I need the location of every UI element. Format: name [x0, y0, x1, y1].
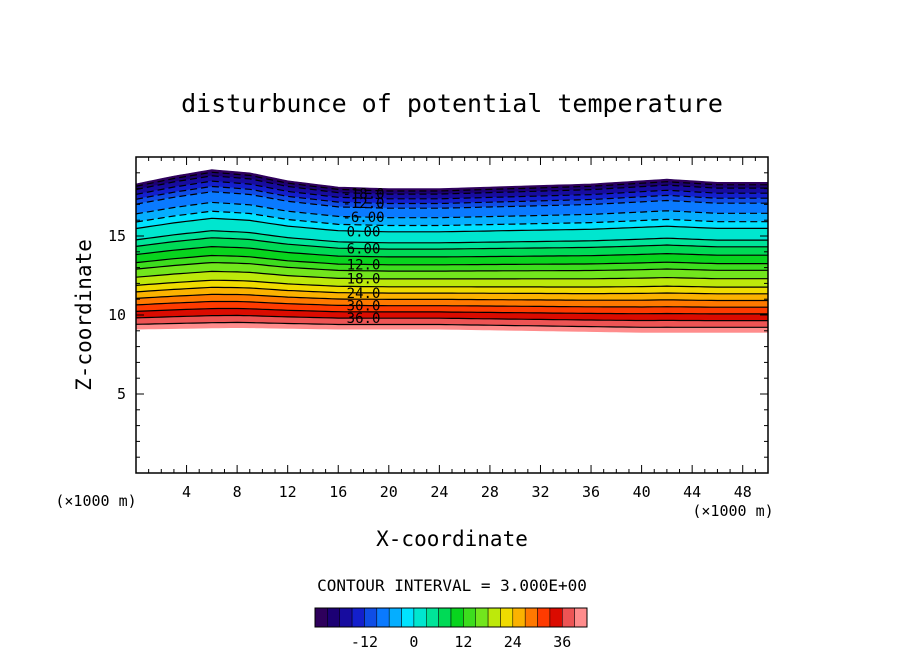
contour-label: 18.0 [347, 272, 381, 288]
colorbar-box [574, 607, 588, 628]
y-tick-label: 15 [108, 227, 126, 245]
colorbar-box [537, 607, 551, 628]
colorbar-box [487, 607, 501, 628]
x-tick-label: 28 [481, 483, 499, 501]
contour-lines [136, 171, 768, 328]
contour-line [136, 230, 768, 244]
colorbar-box [413, 607, 427, 628]
contour-line [136, 300, 768, 308]
colorbar-tick-label: -12 [351, 633, 378, 651]
contour-line [136, 321, 768, 328]
colorbar-box [500, 607, 514, 628]
colorbar-box [463, 607, 476, 628]
colorbar-tick-label: 0 [409, 633, 418, 651]
y-axis-ticks: 5 10 15 [108, 172, 768, 458]
colorbar-tick-label: 36 [553, 633, 571, 651]
x-axis-unit-right: (×1000 m) [692, 502, 773, 520]
colorbar-box [450, 607, 464, 628]
x-axis-ticks: 4 8 12 16 20 24 28 32 36 40 44 48 [148, 157, 756, 501]
contour-line [136, 254, 768, 266]
chart-title: disturbunce of potential temperature [181, 89, 723, 118]
contour-line [136, 171, 768, 192]
contour-label: 6.00 [347, 242, 381, 258]
contour-line [136, 245, 768, 258]
contour-label: -12.0 [342, 196, 384, 212]
x-tick-label: 32 [531, 483, 549, 501]
colorbar-ticks: -12 0 12 24 36 [351, 633, 571, 651]
contour-label: 30.0 [347, 299, 381, 315]
contour-line [136, 201, 768, 219]
x-tick-label: 8 [233, 483, 242, 501]
contour-line [136, 307, 768, 315]
colorbar-box [475, 607, 489, 628]
colorbar-box [562, 607, 575, 628]
colorbar-box [426, 607, 439, 628]
colorbar-box [351, 607, 365, 628]
colorbar-box [314, 607, 328, 628]
contour-line [136, 261, 768, 272]
colorbar-box [339, 607, 353, 628]
x-tick-label: 36 [582, 483, 600, 501]
x-tick-label: 4 [182, 483, 191, 501]
x-tick-label: 48 [734, 483, 752, 501]
colorbar-box [438, 607, 452, 628]
contour-line [136, 180, 768, 200]
x-tick-label: 44 [683, 483, 701, 501]
colorbar-box [512, 607, 526, 628]
contour-line [136, 237, 768, 250]
contour-line [136, 191, 768, 209]
contour-label: 12.0 [347, 257, 381, 273]
colorbar-box [549, 607, 563, 628]
x-tick-label: 24 [430, 483, 448, 501]
colorbar-box [524, 607, 538, 628]
y-tick-label: 10 [108, 306, 126, 324]
x-axis-label: X-coordinate [376, 527, 528, 551]
contour-line [136, 185, 768, 205]
contour-line [136, 314, 768, 322]
contour-label: -6.00 [342, 210, 384, 226]
x-tick-label: 16 [329, 483, 347, 501]
colorbar [314, 607, 588, 628]
contour-line [136, 293, 768, 302]
colorbar-box [364, 607, 378, 628]
x-tick-label: 40 [633, 483, 651, 501]
colorbar-tick-label: 12 [454, 633, 472, 651]
contour-line [136, 279, 768, 288]
x-tick-label: 20 [380, 483, 398, 501]
colorbar-tick-label: 24 [504, 633, 522, 651]
contour-label: -18.0 [342, 186, 384, 202]
contour-line [136, 217, 768, 233]
contour-line [136, 210, 768, 227]
contour-line [136, 286, 768, 295]
contour-label: 36.0 [347, 311, 381, 327]
contour-label: 24.0 [347, 286, 381, 302]
contour-line [136, 175, 768, 195]
contour-interval-text: CONTOUR INTERVAL = 3.000E+00 [317, 576, 587, 595]
x-tick-label: 12 [279, 483, 297, 501]
colorbar-frame [314, 607, 588, 628]
colorbar-box [401, 607, 415, 628]
x-axis-unit-left: (×1000 m) [55, 492, 136, 510]
y-axis-label: Z-coordinate [72, 239, 96, 391]
y-tick-label: 5 [117, 385, 126, 403]
colorbar-box [376, 607, 390, 628]
contour-line [136, 270, 768, 280]
contour-labels: -18.0-12.0-6.000.00 6.0012.018.024.030.03… [342, 186, 384, 327]
colorbar-box [327, 607, 340, 628]
colorbar-box [388, 607, 402, 628]
contour-label: 0.00 [347, 224, 381, 240]
